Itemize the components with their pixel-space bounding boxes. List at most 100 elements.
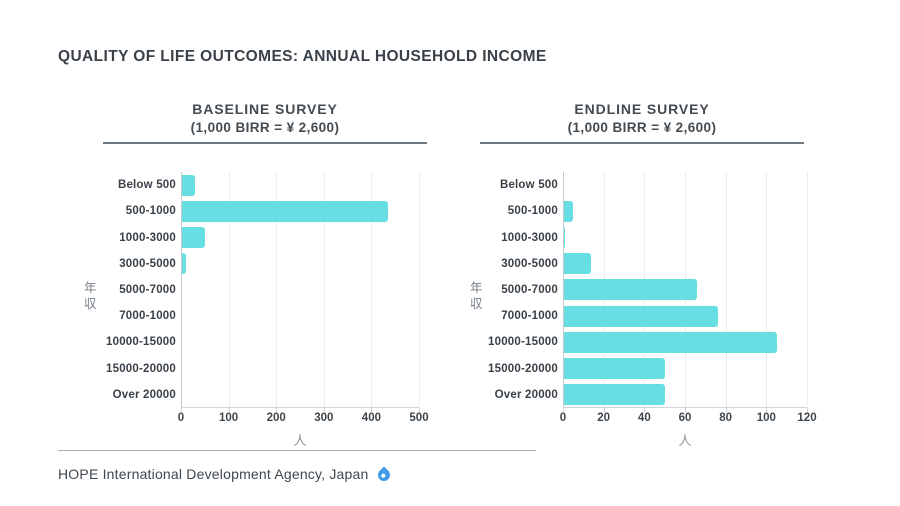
axis-tick-mark bbox=[276, 408, 278, 412]
axis-tick-mark bbox=[323, 408, 325, 412]
footer: HOPE International Development Agency, J… bbox=[58, 466, 392, 484]
baseline-chart-header: BASELINE SURVEY (1,000 BIRR = ¥ 2,600) bbox=[103, 101, 427, 144]
axis-tick-mark bbox=[563, 408, 564, 412]
baseline-category-labels: Below 500 500-1000 1000-3000 3000-5000 5000-… bbox=[50, 172, 176, 408]
water-drop-icon bbox=[375, 466, 392, 484]
endline-x-ticks: 0 20 40 60 80 100 120 bbox=[559, 412, 817, 426]
endline-plot-area bbox=[563, 172, 808, 412]
endline-y-axis-title: 年 収 bbox=[470, 281, 483, 312]
bar bbox=[563, 305, 718, 327]
x-tick-label: 0 bbox=[177, 412, 185, 424]
baseline-chart-title: BASELINE SURVEY bbox=[192, 101, 338, 117]
category-label: 1000-3000 bbox=[501, 231, 558, 244]
bar-row bbox=[563, 251, 807, 277]
bar-row bbox=[181, 224, 419, 250]
bar-row bbox=[563, 224, 807, 250]
bar-row bbox=[181, 382, 419, 408]
gridline bbox=[228, 172, 230, 408]
bar bbox=[181, 174, 196, 196]
gridline bbox=[371, 172, 373, 408]
bar-row bbox=[563, 329, 807, 355]
bar-row bbox=[563, 303, 807, 329]
category-label: 5000-7000 bbox=[501, 283, 558, 296]
category-label: 500-1000 bbox=[125, 205, 176, 218]
category-label: 3000-5000 bbox=[501, 257, 558, 270]
axis-tick-mark bbox=[181, 408, 182, 412]
x-tick-label: 120 bbox=[797, 412, 817, 424]
baseline-x-ticks: 0 100 200 300 400 500 bbox=[177, 412, 429, 426]
category-label: Below 500 bbox=[499, 179, 558, 192]
axis-tick-mark bbox=[807, 408, 808, 412]
endline-x-axis-title: 人 bbox=[678, 433, 692, 448]
axis-tick-mark bbox=[685, 408, 686, 412]
bar bbox=[563, 279, 698, 301]
bar-row bbox=[181, 251, 419, 277]
axis-tick-mark bbox=[644, 408, 646, 412]
category-label: 15000-20000 bbox=[488, 362, 558, 375]
category-label: 5000-7000 bbox=[119, 283, 176, 296]
gridline bbox=[725, 172, 727, 408]
category-label: 7000-1000 bbox=[119, 310, 176, 323]
x-tick-label: 400 bbox=[361, 412, 381, 424]
x-tick-label: 500 bbox=[409, 412, 429, 424]
category-label: 15000-20000 bbox=[106, 362, 176, 375]
gridline bbox=[276, 172, 278, 408]
endline-category-labels: Below 500 500-1000 1000-3000 3000-5000 5000-… bbox=[432, 172, 558, 408]
baseline-chart-subtitle: (1,000 BIRR = ¥ 2,600) bbox=[190, 120, 340, 135]
header-underline bbox=[480, 142, 804, 144]
x-tick-label: 0 bbox=[559, 412, 567, 424]
category-label: 10000-15000 bbox=[488, 336, 558, 349]
category-label: Below 500 bbox=[117, 179, 176, 192]
bar-row bbox=[563, 382, 807, 408]
bar-row bbox=[563, 277, 807, 303]
bar bbox=[563, 358, 665, 380]
header-underline bbox=[103, 142, 427, 144]
bar bbox=[563, 227, 566, 249]
bar bbox=[181, 200, 389, 222]
x-tick-label: 300 bbox=[314, 412, 334, 424]
footer-text: HOPE International Development Agency, J… bbox=[58, 466, 369, 482]
bar bbox=[181, 253, 186, 275]
page-title: QUALITY OF LIFE OUTCOMES: ANNUAL HOUSEHO… bbox=[58, 48, 547, 65]
gridline bbox=[323, 172, 325, 408]
category-label: 1000-3000 bbox=[119, 231, 176, 244]
category-label: 10000-15000 bbox=[106, 336, 176, 349]
footer-divider bbox=[58, 450, 536, 451]
gridline bbox=[419, 172, 420, 408]
y-axis-line bbox=[563, 172, 564, 408]
x-tick-label: 80 bbox=[719, 412, 733, 424]
axis-tick-mark bbox=[371, 408, 373, 412]
x-tick-label: 200 bbox=[266, 412, 286, 424]
y-axis-line bbox=[181, 172, 182, 408]
axis-tick-mark bbox=[419, 408, 420, 412]
bar bbox=[563, 331, 777, 353]
bar bbox=[181, 227, 205, 249]
bar-row bbox=[181, 303, 419, 329]
category-label: 7000-1000 bbox=[501, 310, 558, 323]
category-label: Over 20000 bbox=[112, 388, 176, 401]
endline-chart-header: ENDLINE SURVEY (1,000 BIRR = ¥ 2,600) bbox=[480, 101, 804, 144]
endline-chart-title: ENDLINE SURVEY bbox=[574, 101, 710, 117]
bar-row bbox=[181, 356, 419, 382]
gridline bbox=[766, 172, 768, 408]
x-tick-label: 60 bbox=[678, 412, 692, 424]
bar-row bbox=[181, 277, 419, 303]
category-label: Over 20000 bbox=[494, 388, 558, 401]
bar-row bbox=[181, 329, 419, 355]
axis-tick-mark bbox=[228, 408, 230, 412]
baseline-x-axis-title: 人 bbox=[293, 433, 307, 448]
axis-tick-mark bbox=[603, 408, 605, 412]
x-tick-label: 40 bbox=[637, 412, 651, 424]
axis-tick-mark bbox=[725, 408, 727, 412]
bar-row bbox=[181, 172, 419, 198]
bar-row bbox=[181, 198, 419, 224]
bar bbox=[563, 384, 665, 406]
bar-row bbox=[563, 172, 807, 198]
x-axis-line bbox=[563, 407, 807, 408]
x-tick-label: 20 bbox=[597, 412, 611, 424]
bar bbox=[563, 253, 592, 275]
x-tick-label: 100 bbox=[219, 412, 239, 424]
baseline-plot-area bbox=[181, 172, 420, 412]
category-label: 3000-5000 bbox=[119, 257, 176, 270]
